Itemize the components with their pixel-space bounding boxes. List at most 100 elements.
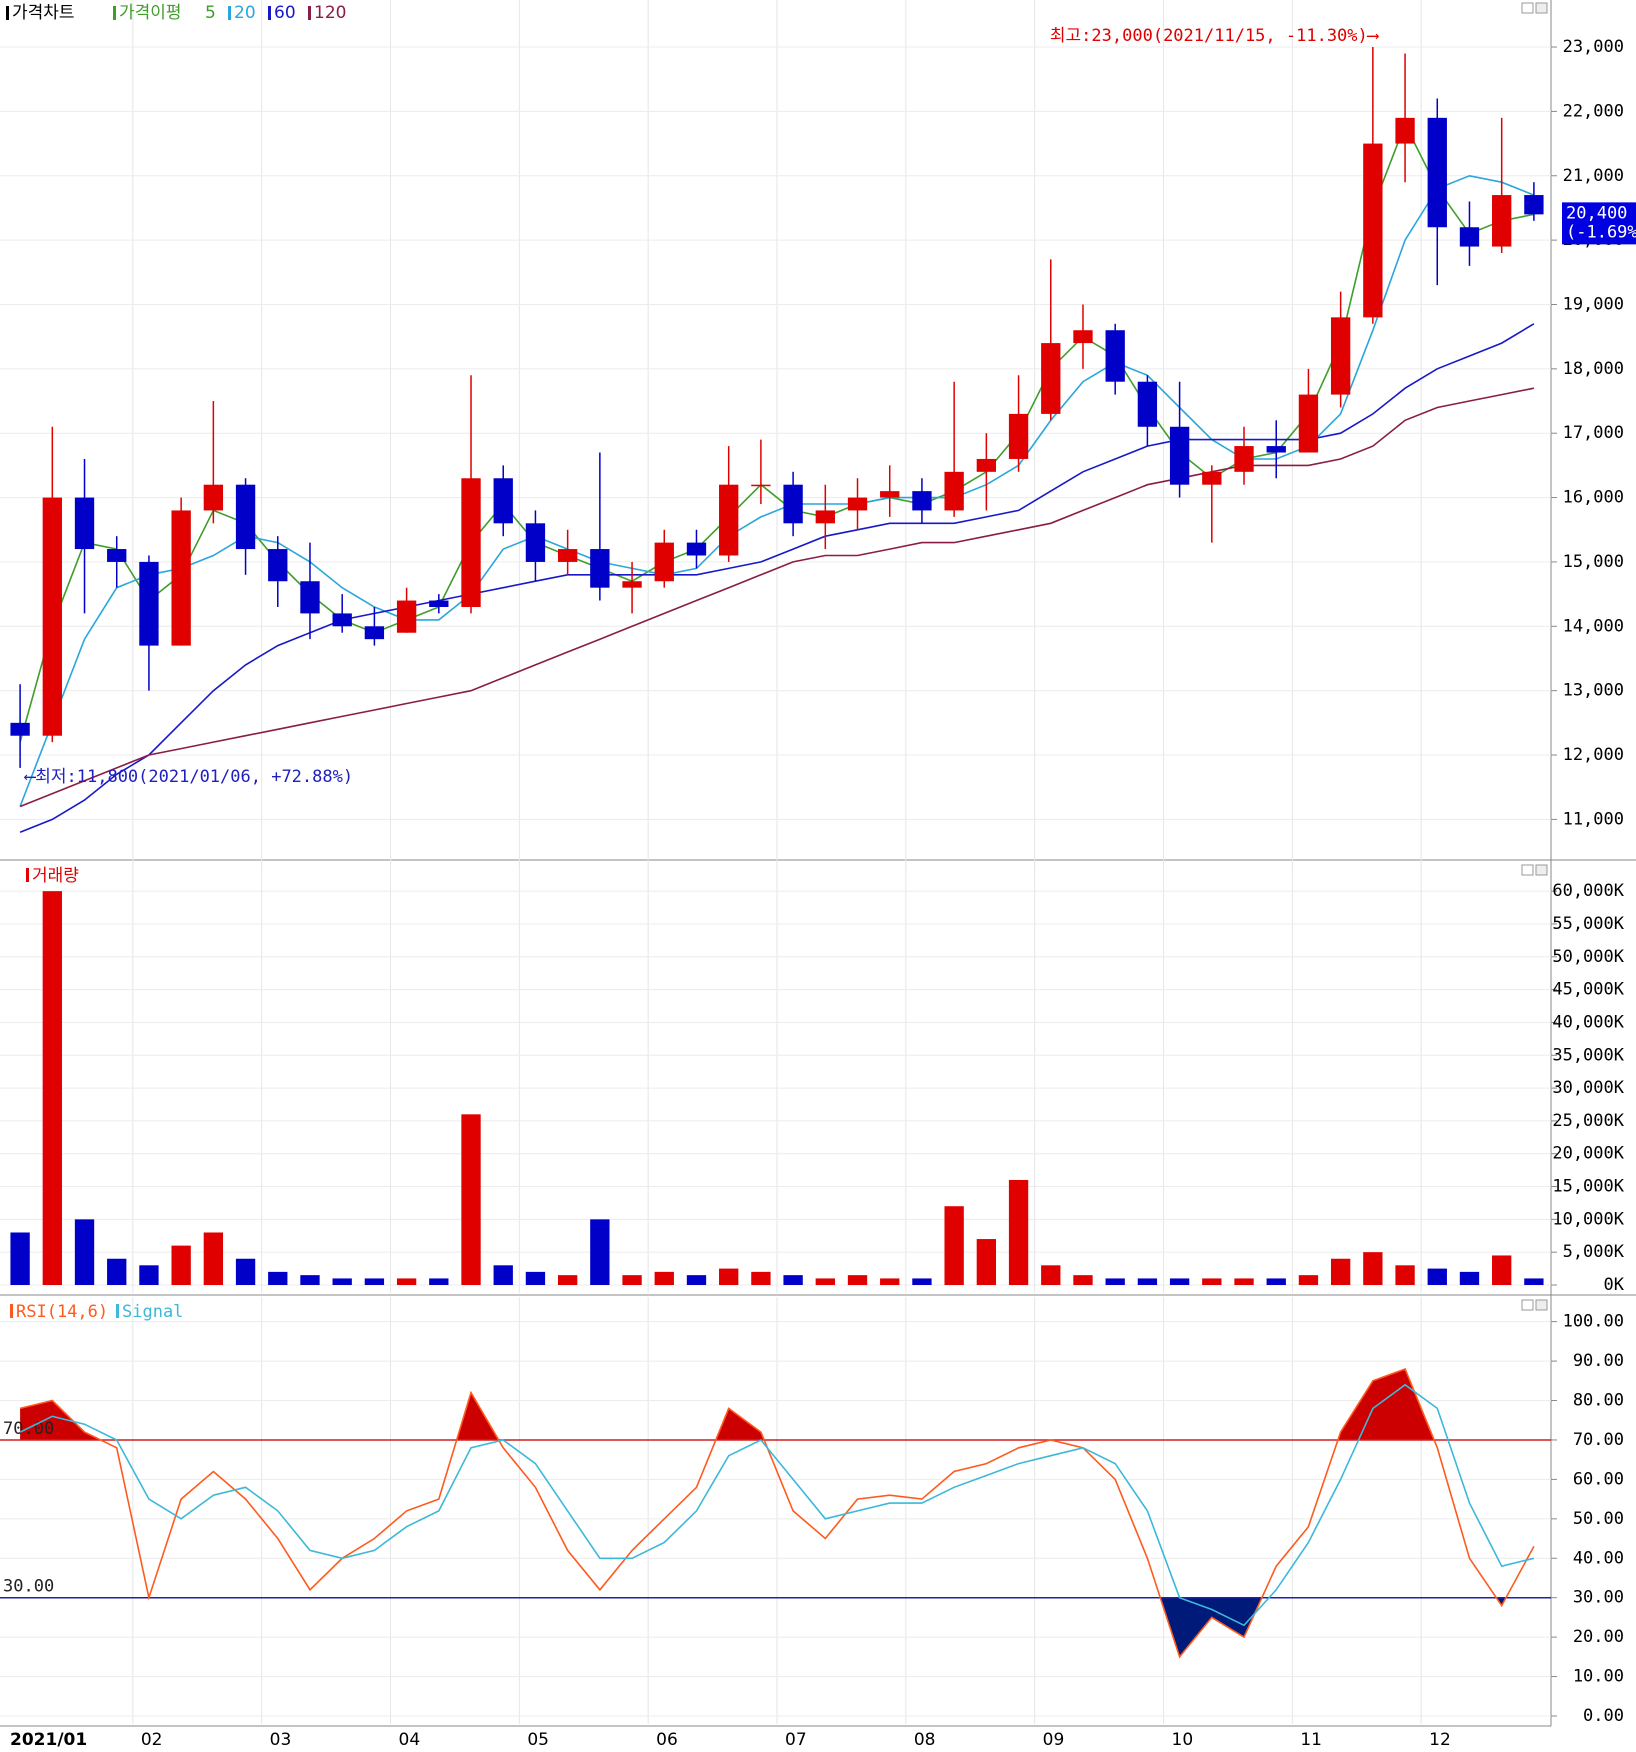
level-label: 30.00 [3,1577,54,1597]
candle-body [1363,143,1383,318]
legend-marker [113,6,116,20]
volume-bar [1008,1179,1029,1285]
volume-bar [235,1258,256,1285]
volume-bar [815,1278,835,1285]
y-tick-label: 10,000K [1552,1209,1624,1229]
x-tick-label: 06 [656,1730,678,1750]
volume-bar [42,891,62,1285]
y-tick-label: 13,000 [1563,681,1624,701]
x-tick-label: 09 [1043,1730,1065,1750]
volume-bar [268,1271,288,1285]
candle-body [751,484,771,487]
candle-body [396,600,417,633]
candle-body [493,478,513,524]
y-tick-label: 50,000K [1552,947,1624,967]
volume-bar [1073,1275,1093,1285]
candle-body [1202,471,1222,485]
y-tick-label: 18,000 [1563,359,1624,379]
volume-bar [880,1278,900,1285]
legend-entry: Signal [122,1302,183,1322]
y-tick-label: 17,000 [1563,423,1624,443]
candle-body [783,484,803,524]
volume-bar [203,1232,224,1285]
legend-ma-title: 가격이평 [119,3,182,23]
x-tick-label: 10 [1172,1730,1194,1750]
candle-body [139,561,159,646]
candle-body [847,497,868,511]
volume-bar [1298,1275,1319,1285]
candle-body [1427,117,1447,228]
volume-bar [1524,1278,1544,1285]
volume-bar [300,1275,320,1285]
volume-bar [622,1275,642,1285]
volume-bar [1459,1271,1480,1285]
y-tick-label: 100.00 [1563,1312,1624,1332]
last-price-box [1562,202,1636,245]
legend-marker [228,6,231,20]
candle-body [1169,426,1190,485]
legend-entry: 60 [274,3,296,23]
candle-body [976,458,997,472]
volume-bar [976,1239,997,1285]
y-tick-label: 30.00 [1573,1588,1624,1608]
candle-body [461,478,481,607]
oversold-fill [20,1597,1534,1657]
volume-bar [1395,1265,1415,1285]
candle-body [300,581,320,614]
candle-body [364,626,385,640]
volume-bar [719,1268,739,1285]
y-tick-label: 40.00 [1573,1548,1624,1568]
x-tick-label: 02 [141,1730,163,1750]
candle-body [880,491,900,498]
legend-marker [308,6,311,20]
candle-body [1234,446,1254,472]
candle-body [1298,394,1319,453]
x-tick-label: 07 [785,1730,807,1750]
candle-body [107,549,127,562]
legend-title: 거래량 [32,866,79,886]
candle-body [268,549,288,582]
y-tick-label: 15,000 [1563,552,1624,572]
panel-button [1521,2,1534,14]
volume-bar [557,1275,578,1285]
volume-bar [493,1265,513,1285]
level-label: 70.00 [3,1419,54,1439]
last-price-label: 20,400 [1566,203,1627,223]
volume-bar [847,1275,868,1285]
y-tick-label: 20,000K [1552,1144,1624,1164]
y-tick-label: 70.00 [1573,1430,1624,1450]
candle-body [1524,195,1544,215]
volume-bar [332,1278,352,1285]
candle-body [622,581,642,588]
y-tick-label: 22,000 [1563,101,1624,121]
moving-average-line [19,387,1535,808]
x-tick-label: 12 [1429,1730,1451,1750]
legend-title: 가격차트 [12,3,75,23]
volume-bar [1137,1278,1158,1285]
high-annotation: 최고:23,000(2021/11/15, -11.30%)⟶ [1050,26,1380,46]
candle-body [944,471,964,511]
volume-bar [944,1206,964,1285]
candle-body [171,510,191,646]
candle-body [1008,413,1029,459]
low-annotation: ⟵최저:11,800(2021/01/06, +72.88%) [24,767,353,787]
x-tick-label: 2021/01 [10,1730,87,1750]
candle-body [429,600,449,607]
y-tick-label: 45,000K [1552,980,1624,1000]
panel-button [1535,2,1548,14]
y-tick-label: 90.00 [1573,1351,1624,1371]
volume-bar [1105,1278,1125,1285]
volume-bar [461,1114,481,1285]
volume-bar [1427,1268,1447,1285]
y-tick-label: 16,000 [1563,488,1624,508]
y-tick-label: 55,000K [1552,914,1624,934]
candle-body [332,613,352,627]
legend-entry: 20 [234,3,256,23]
candle-body [719,484,739,556]
y-tick-label: 60.00 [1573,1469,1624,1489]
volume-bar [590,1219,610,1285]
volume-bar [1266,1278,1286,1285]
volume-bar [1202,1278,1222,1285]
y-tick-label: 80.00 [1573,1391,1624,1411]
